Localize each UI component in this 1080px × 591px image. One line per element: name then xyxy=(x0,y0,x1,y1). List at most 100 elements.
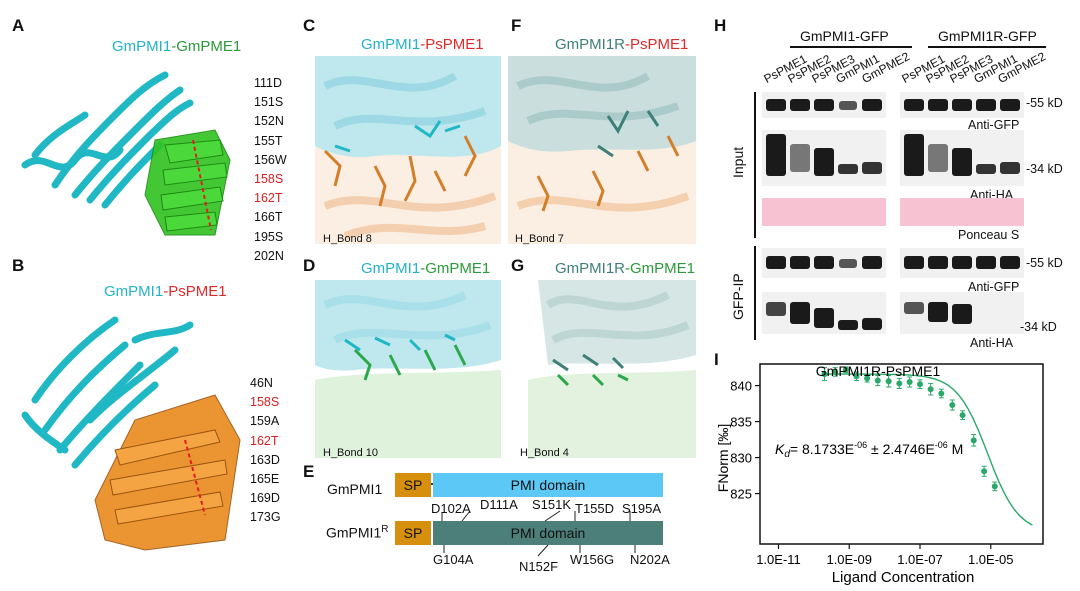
chart-fit-curve xyxy=(824,373,1033,526)
chart-y-axis-label: FNorm [‰] xyxy=(715,424,731,492)
panel-a-structure xyxy=(21,71,231,236)
panel-e-row1-domain: PMI domain xyxy=(433,473,663,497)
panel-e-mutation: D102A xyxy=(431,501,471,516)
kd-subscript: d xyxy=(784,449,790,460)
mw-marker-55: -55 kD xyxy=(1026,256,1063,270)
panel-f-title-receptor: PsPME1 xyxy=(630,36,689,53)
panel-b-letter: B xyxy=(12,256,25,275)
panel-f-hbond: H_Bond 7 xyxy=(515,233,564,245)
residue: 156W xyxy=(254,152,287,167)
kd-symbol: K xyxy=(775,441,785,457)
blot-input-ha-left xyxy=(762,130,886,186)
blot-group2-line xyxy=(928,46,1046,48)
blot-ponceau-right xyxy=(900,198,1024,226)
chart-x-ticks: 1.0E-11 1.0E-09 1.0E-07 1.0E-05 xyxy=(756,544,1014,567)
panel-f-closeup xyxy=(508,56,696,244)
data-point xyxy=(896,380,903,387)
data-point xyxy=(842,366,849,373)
data-point xyxy=(927,386,934,393)
residue-highlight: 158S xyxy=(254,172,284,187)
residue: 169D xyxy=(250,491,280,506)
panel-a-residue-list: 111D 151S 152N 155T 156W 158S 162T 166T … xyxy=(254,74,287,266)
x-tick-label: 1.0E-11 xyxy=(756,552,801,567)
data-point xyxy=(864,375,871,382)
residue: 173G xyxy=(250,510,281,525)
panel-i-letter: I xyxy=(714,350,719,369)
panel-b-residue-list: 46N 158S 159A 162T 163D 165E 169D 173G xyxy=(250,374,281,528)
blot-input-label: Input xyxy=(730,146,746,178)
blot-group2-label: GmPMI1R-GFP xyxy=(938,28,1037,44)
chart-x-axis-label: Ligand Concentration xyxy=(832,569,975,586)
y-tick-label: 825 xyxy=(730,487,752,502)
data-point xyxy=(906,379,913,385)
panel-c-hbond: H_Bond 8 xyxy=(323,233,372,245)
blot-input-gfp-right xyxy=(900,92,1024,118)
panel-e-mutation: N152F xyxy=(519,559,559,574)
data-point xyxy=(959,412,966,419)
panel-e-letter: E xyxy=(303,462,315,481)
panel-d-hbond: H_Bond 10 xyxy=(323,447,379,459)
residue: 151S xyxy=(254,95,284,110)
residue: 165E xyxy=(250,472,280,487)
panel-e-mutation: W156G xyxy=(570,552,615,567)
panel-c-title-ligand: GmPMI1 xyxy=(361,36,421,53)
blot-ip-ha-right xyxy=(900,292,1024,334)
panel-b-structure xyxy=(21,316,241,551)
data-point xyxy=(885,378,892,385)
y-tick-label: 835 xyxy=(730,415,752,430)
panel-e-row1-name: GmPMI1 xyxy=(327,481,383,497)
blot-ip-bracket xyxy=(754,246,756,340)
blot-group1-line xyxy=(790,46,912,48)
chart-kd-annotation: Kd= 8.1733E-06 ± 2.4746E-06 M xyxy=(775,440,963,460)
kd-error: ± 2.4746E xyxy=(867,441,935,457)
residue: 46N xyxy=(250,376,273,390)
data-point xyxy=(853,373,860,380)
panel-f-title: GmPMI1R-PsPME1 xyxy=(555,36,688,53)
panel-f-letter: F xyxy=(511,16,522,35)
antibody-label: Anti-HA xyxy=(970,336,1014,350)
panel-b-title: GmPMI1-PsPME1 xyxy=(104,283,227,300)
data-point xyxy=(874,377,881,384)
panel-d-title-receptor: GmPME1 xyxy=(425,260,491,277)
chart-points xyxy=(821,366,998,492)
data-point xyxy=(981,468,988,475)
panel-g-title-sep: - xyxy=(625,260,631,277)
blot-ip-ha-left xyxy=(762,292,886,334)
residue: 202N xyxy=(254,248,284,263)
blot-input-gfp-left xyxy=(762,92,886,118)
data-point xyxy=(832,368,839,375)
residue-highlight: 162T xyxy=(254,191,283,206)
panel-d-letter: D xyxy=(303,256,316,275)
mw-marker-55: -55 kD xyxy=(1026,96,1063,110)
panel-e-mutation: D111A xyxy=(480,497,518,512)
kd-error-exponent: -06 xyxy=(935,440,948,450)
panel-c-closeup xyxy=(315,56,501,244)
panel-a-title-sep: - xyxy=(171,38,177,55)
blot-ip-gfp-right xyxy=(900,248,1024,278)
residue: 166T xyxy=(254,210,283,225)
data-point xyxy=(916,381,923,388)
panel-a-letter: A xyxy=(12,16,25,35)
antibody-label: Anti-GFP xyxy=(968,280,1020,294)
panel-g-title: GmPMI1R-GmPME1 xyxy=(555,260,695,277)
data-point xyxy=(970,437,977,444)
kd-unit: M xyxy=(948,441,964,457)
kd-exponent: -06 xyxy=(854,440,867,450)
residue: 152N xyxy=(254,114,284,129)
panel-f-title-sep: - xyxy=(625,36,631,53)
panel-e-row2-sup: R xyxy=(381,524,389,535)
mw-marker-34: -34 kD xyxy=(1020,320,1057,334)
chart-plot-frame xyxy=(759,363,1044,545)
residue: 155T xyxy=(254,133,283,148)
binding-chart: 825 830 835 840 1.0E-11 1.0E-09 1.0E-07 1.0E-0… xyxy=(715,363,1044,586)
antibody-label: Anti-GFP xyxy=(968,118,1020,132)
residue: 111D xyxy=(254,76,283,90)
panel-c-title-receptor: PsPME1 xyxy=(425,36,484,53)
panel-a-title-ligand: GmPMI1 xyxy=(112,38,172,55)
blot-ip-label: GFP-IP xyxy=(730,273,746,320)
panel-e-mutation-connectors xyxy=(441,510,636,557)
panel-e-row1-sp: SP xyxy=(395,473,431,497)
panel-d-title: GmPMI1-GmPME1 xyxy=(361,260,490,277)
y-tick-label: 830 xyxy=(730,451,752,466)
residue: 163D xyxy=(250,452,280,467)
